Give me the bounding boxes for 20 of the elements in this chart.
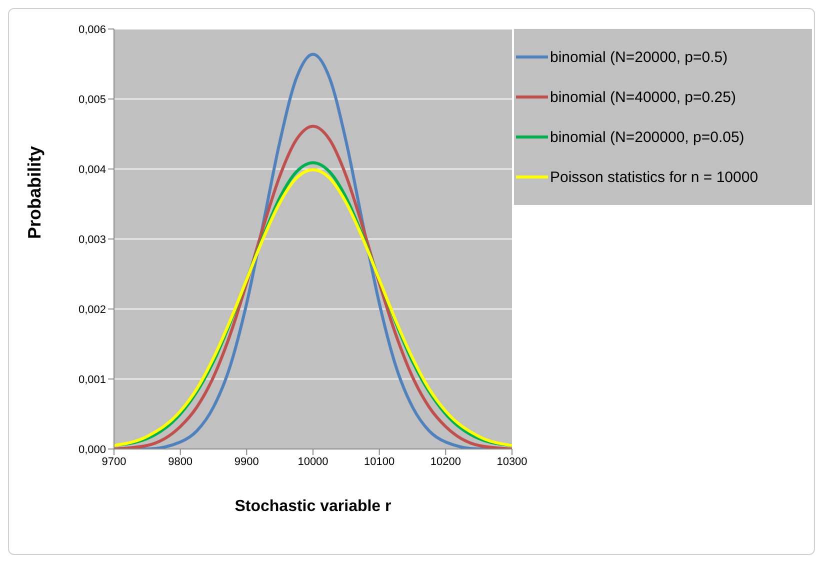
x-axis-title: Stochastic variable r	[234, 498, 392, 515]
legend-label: binomial (N=20000, p=0.5)	[550, 48, 728, 66]
legend-label: Poisson statistics for n = 10000	[550, 168, 758, 186]
x-tick-label: 9900	[234, 456, 259, 468]
y-tick-label: 0,002	[78, 304, 106, 316]
y-tick-label: 0,000	[78, 444, 106, 456]
y-tick-label: 0,005	[78, 94, 106, 106]
y-tick-label: 0,006	[78, 24, 106, 36]
x-tick-label: 10100	[364, 456, 395, 468]
y-tick-label: 0,003	[78, 234, 106, 246]
y-axis-title: Probability	[24, 146, 44, 239]
x-tick-label: 10300	[496, 456, 528, 468]
legend-label: binomial (N=200000, p=0.05)	[550, 128, 744, 146]
x-tick-label: 9700	[102, 456, 126, 468]
y-tick-label: 0,001	[78, 374, 106, 386]
x-tick-label: 10200	[430, 456, 461, 468]
x-tick-label: 9800	[168, 456, 193, 468]
x-tick-label: 10000	[298, 456, 328, 468]
y-tick-label: 0,004	[78, 164, 106, 176]
legend-label: binomial (N=40000, p=0.25)	[550, 88, 736, 106]
